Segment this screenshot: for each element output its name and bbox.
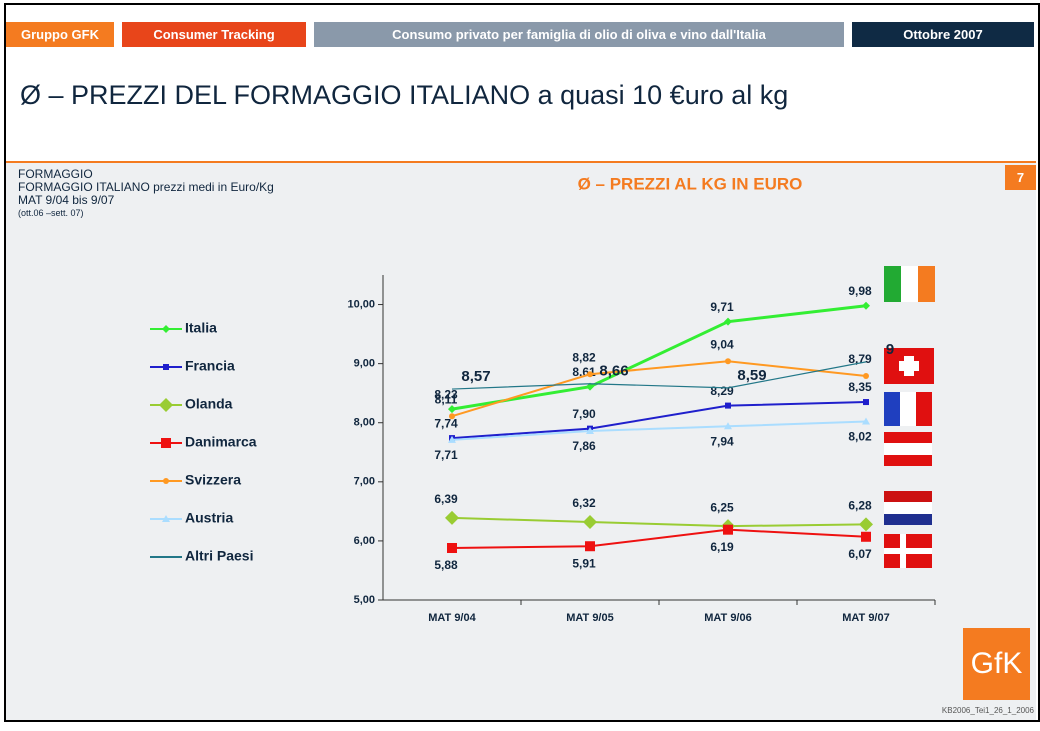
point <box>863 399 869 406</box>
slide-title: Ø – PREZZI DEL FORMAGGIO ITALIANO a quas… <box>20 80 789 110</box>
note: MAT 9/04 bis 9/07 <box>18 193 115 207</box>
tab: Consumo privato per famiglia di olio di … <box>314 22 844 47</box>
point <box>862 301 870 310</box>
data-label: 6,07 <box>848 547 872 561</box>
legend-marker <box>163 478 169 484</box>
legend-label: Francia <box>185 358 235 374</box>
frame <box>4 3 1040 722</box>
y-tick-label: 7,00 <box>354 476 375 488</box>
point <box>586 382 594 391</box>
point <box>587 371 593 378</box>
point <box>448 405 456 414</box>
notes: FORMAGGIO FORMAGGIO ITALIANO prezzi medi… <box>18 168 274 220</box>
legend-label: Danimarca <box>185 434 257 450</box>
data-label: 7,71 <box>434 448 458 462</box>
x-tick-label: MAT 9/07 <box>842 612 889 624</box>
footer: KB2006_Tei1_26_1_2006 <box>941 706 1034 715</box>
data-label: 9,04 <box>710 337 734 351</box>
data-label: 6,32 <box>572 496 596 510</box>
legend-label: Italia <box>185 320 217 336</box>
data-label: 9,71 <box>710 300 734 314</box>
data-label: 7,86 <box>572 439 596 453</box>
data-label: 8,11 <box>435 392 458 406</box>
point <box>724 317 732 326</box>
data-label: 8,82 <box>572 350 596 364</box>
tab: Consumer Tracking <box>122 22 306 47</box>
tab: Ottobre 2007 <box>852 22 1034 47</box>
point <box>862 417 870 425</box>
series-line <box>451 361 867 390</box>
tab: Gruppo GFK <box>6 22 114 47</box>
point <box>448 435 456 443</box>
note: (ott.06 –sett. 07) <box>18 208 84 218</box>
point <box>585 541 595 552</box>
data-label: 8,79 <box>848 352 872 366</box>
data-label: 8,35 <box>848 380 872 394</box>
point <box>725 358 731 365</box>
data-label: 8,66 <box>599 363 628 380</box>
note: FORMAGGIO <box>18 167 93 181</box>
data-label: 6,28 <box>848 499 872 513</box>
data-label: 7,94 <box>710 434 734 448</box>
data-label: 6,39 <box>434 492 458 506</box>
series-line <box>451 420 867 441</box>
legend-label: Svizzera <box>185 472 241 488</box>
legend-marker <box>162 515 170 522</box>
legend-marker <box>159 398 173 412</box>
point <box>447 543 457 553</box>
legend-marker <box>162 325 170 333</box>
data-label: 6,25 <box>710 500 734 514</box>
series-line <box>451 528 867 549</box>
data-label: 9,98 <box>848 284 872 298</box>
y-tick-label: 10,00 <box>347 298 375 310</box>
point <box>859 517 873 532</box>
data-label: 8,29 <box>710 384 734 398</box>
data-label: 8,02 <box>848 430 872 444</box>
point <box>583 515 597 529</box>
legend-marker <box>161 438 171 448</box>
data-label: 8,23 <box>434 387 458 401</box>
x-tick-label: MAT 9/04 <box>428 612 476 624</box>
point <box>586 427 594 434</box>
point <box>861 531 871 542</box>
data-label: 7,90 <box>572 407 596 421</box>
series-line <box>451 304 867 411</box>
note: FORMAGGIO ITALIANO prezzi medi in Euro/K… <box>18 180 274 194</box>
page-number: 7 <box>1005 165 1036 190</box>
series-line <box>451 401 867 440</box>
data-label: 8,57 <box>461 368 490 385</box>
y-tick-label: 6,00 <box>354 535 375 547</box>
y-tick-label: 5,00 <box>354 594 375 606</box>
series-line <box>451 360 867 418</box>
point <box>449 413 455 420</box>
flags <box>884 266 935 568</box>
y-tick-label: 8,00 <box>354 417 375 429</box>
point <box>863 373 869 380</box>
point <box>723 524 733 535</box>
content-bg <box>6 161 1036 720</box>
logo: GfK <box>963 628 1030 700</box>
point <box>724 422 732 430</box>
legend-label: Austria <box>185 510 233 526</box>
x-tick-label: MAT 9/05 <box>566 612 613 624</box>
legend-label: Olanda <box>185 396 233 412</box>
legend-label: Altri Paesi <box>185 548 253 564</box>
data-label: 7,74 <box>434 416 458 430</box>
x-tick-label: MAT 9/06 <box>704 612 751 624</box>
series-line <box>451 516 867 528</box>
data-label: 9 <box>886 341 894 358</box>
point <box>445 510 459 525</box>
y-tick-label: 9,00 <box>354 358 375 370</box>
data-label: 5,88 <box>434 558 458 572</box>
legend-marker <box>163 364 169 370</box>
chart-title: Ø – PREZZI AL KG IN EURO <box>578 174 803 193</box>
data-label: 5,91 <box>572 556 596 570</box>
point <box>725 402 731 409</box>
data-label: 6,19 <box>710 540 734 554</box>
data-label: 8,59 <box>737 367 766 384</box>
